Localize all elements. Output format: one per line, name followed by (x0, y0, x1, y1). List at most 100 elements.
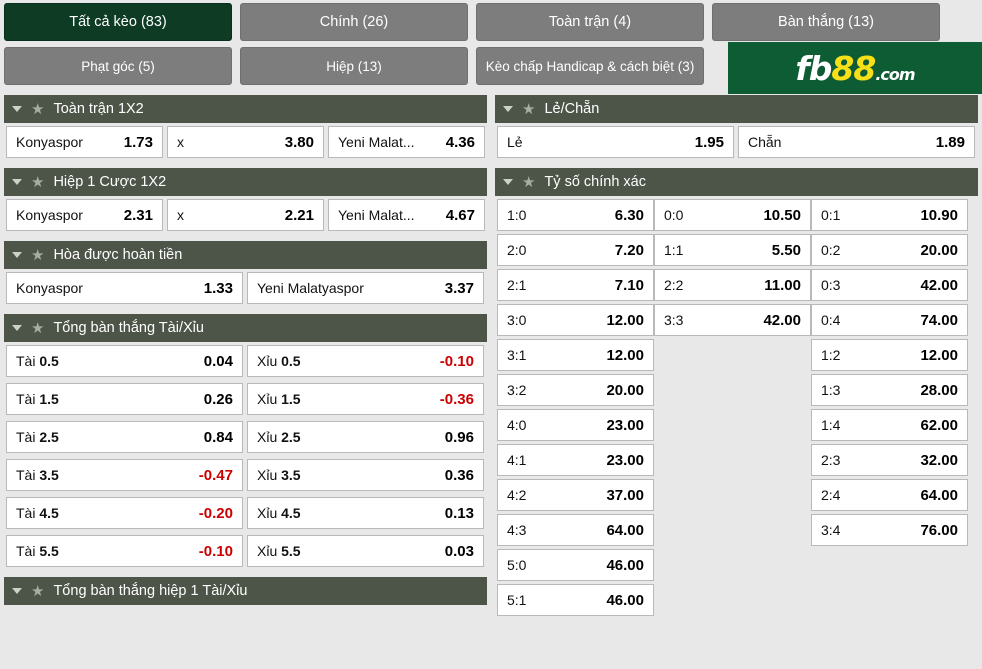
odd-cell[interactable]: Xỉu 0.5 -0.10 (247, 345, 484, 377)
chevron-down-icon[interactable] (12, 252, 22, 258)
odd-value: 64.00 (606, 521, 644, 539)
chevron-down-icon[interactable] (12, 106, 22, 112)
odd-cell[interactable]: Xỉu 1.5 -0.36 (247, 383, 484, 415)
section-header-left-3[interactable]: ★ Tổng bàn thắng Tài/Xỉu (4, 314, 487, 342)
odd-cell[interactable]: 2:4 64.00 (811, 479, 968, 511)
odd-cell[interactable]: Konyaspor 2.31 (6, 199, 163, 231)
odd-value: 23.00 (606, 416, 644, 434)
odd-cell[interactable]: Tài 5.5 -0.10 (6, 535, 243, 567)
odd-cell[interactable]: 1:4 62.00 (811, 409, 968, 441)
odd-value: 0.04 (203, 352, 233, 370)
odd-value: 46.00 (606, 556, 644, 574)
odds-row: Tài 2.5 0.84 Xỉu 2.5 0.96 (4, 418, 487, 456)
odd-label: Tài 1.5 (16, 391, 59, 407)
section-title: Toàn trận 1X2 (53, 101, 144, 117)
odd-cell[interactable]: 3:3 42.00 (654, 304, 811, 336)
odd-cell[interactable]: Xỉu 3.5 0.36 (247, 459, 484, 491)
logo-88-text: 88 (831, 48, 876, 88)
odd-cell[interactable]: 0:4 74.00 (811, 304, 968, 336)
left-column: ★ Toàn trận 1X2 Konyaspor 1.73 x 3.80 Yeni Mal… (0, 88, 491, 619)
fb88-logo[interactable]: fb88.com (728, 42, 982, 94)
tab-3[interactable]: Toàn trận (4) (476, 3, 704, 41)
odd-cell[interactable]: Tài 3.5 -0.47 (6, 459, 243, 491)
star-icon[interactable]: ★ (31, 319, 45, 337)
odd-cell[interactable]: 2:1 7.10 (497, 269, 654, 301)
star-icon[interactable]: ★ (31, 582, 45, 600)
tab-4[interactable]: Bàn thắng (13) (712, 3, 940, 41)
odd-cell[interactable]: 4:1 23.00 (497, 444, 654, 476)
odd-cell[interactable]: 2:3 32.00 (811, 444, 968, 476)
odd-cell[interactable]: 4:3 64.00 (497, 514, 654, 546)
section-header-correct-score[interactable]: ★ Tỷ số chính xác (495, 168, 978, 196)
chevron-down-icon[interactable] (12, 588, 22, 594)
star-icon[interactable]: ★ (31, 246, 45, 264)
odd-cell[interactable]: x 2.21 (167, 199, 324, 231)
odd-cell[interactable]: Yeni Malat... 4.67 (328, 199, 485, 231)
tab-2[interactable]: Hiệp (13) (240, 47, 468, 85)
odd-cell[interactable]: 1:0 6.30 (497, 199, 654, 231)
odd-cell[interactable]: Tài 2.5 0.84 (6, 421, 243, 453)
odd-cell[interactable]: Xỉu 2.5 0.96 (247, 421, 484, 453)
section-header-left-1[interactable]: ★ Hiệp 1 Cược 1X2 (4, 168, 487, 196)
chevron-down-icon[interactable] (12, 179, 22, 185)
chevron-down-icon[interactable] (12, 325, 22, 331)
odd-cell[interactable]: 3:0 12.00 (497, 304, 654, 336)
odd-cell[interactable]: Yeni Malat... 4.36 (328, 126, 485, 158)
odd-value: 0.13 (444, 504, 474, 522)
odd-cell[interactable]: Xỉu 4.5 0.13 (247, 497, 484, 529)
odd-cell[interactable]: 2:0 7.20 (497, 234, 654, 266)
odd-cell[interactable]: 0:1 10.90 (811, 199, 968, 231)
odd-label: 0:0 (664, 207, 684, 223)
odd-cell[interactable]: 0:3 42.00 (811, 269, 968, 301)
odd-label: 2:0 (507, 242, 527, 258)
odd-value: 0.96 (444, 428, 474, 446)
odd-cell[interactable]: Konyaspor 1.73 (6, 126, 163, 158)
odd-cell[interactable]: Chẵn 1.89 (738, 126, 975, 158)
star-icon[interactable]: ★ (522, 100, 536, 118)
odd-cell[interactable]: 0:2 20.00 (811, 234, 968, 266)
odd-label: Tài 3.5 (16, 467, 59, 483)
odd-cell[interactable]: x 3.80 (167, 126, 324, 158)
odd-cell[interactable]: Tài 4.5 -0.20 (6, 497, 243, 529)
odd-cell[interactable]: Tài 1.5 0.26 (6, 383, 243, 415)
odd-cell[interactable]: Yeni Malatyaspor 3.37 (247, 272, 484, 304)
odd-cell[interactable]: Konyaspor 1.33 (6, 272, 243, 304)
odd-cell[interactable]: Tài 0.5 0.04 (6, 345, 243, 377)
tab-2[interactable]: Chính (26) (240, 3, 468, 41)
odd-cell[interactable]: 3:4 76.00 (811, 514, 968, 546)
odd-cell[interactable]: 1:1 5.50 (654, 234, 811, 266)
odd-cell[interactable]: 3:1 12.00 (497, 339, 654, 371)
odd-cell[interactable]: 5:1 46.00 (497, 584, 654, 616)
odd-cell[interactable]: 2:2 11.00 (654, 269, 811, 301)
tab-1[interactable]: Tất cả kèo (83) (4, 3, 232, 41)
odd-cell[interactable]: 3:2 20.00 (497, 374, 654, 406)
star-icon[interactable]: ★ (31, 173, 45, 191)
odd-cell[interactable]: 1:2 12.00 (811, 339, 968, 371)
odd-cell[interactable]: Lẻ 1.95 (497, 126, 734, 158)
score-column-home: 1:0 6.30 2:0 7.20 2:1 7.10 3:0 12.00 3:1 12.00 3:2… (495, 196, 654, 619)
odd-value: 7.10 (614, 276, 644, 294)
odd-label: Yeni Malat... (338, 207, 415, 223)
star-icon[interactable]: ★ (522, 173, 536, 191)
section-header-left-4[interactable]: ★ Tổng bàn thắng hiệp 1 Tài/Xỉu (4, 577, 487, 605)
section-header-oddeven[interactable]: ★ Lẻ/Chẵn (495, 95, 978, 123)
tab-3[interactable]: Kèo chấp Handicap & cách biệt (3) (476, 47, 704, 85)
odd-cell[interactable]: 0:0 10.50 (654, 199, 811, 231)
odd-label: 4:3 (507, 522, 527, 538)
chevron-down-icon[interactable] (503, 106, 513, 112)
odd-cell[interactable]: Xỉu 5.5 0.03 (247, 535, 484, 567)
odd-cell[interactable]: 4:2 37.00 (497, 479, 654, 511)
odd-cell[interactable]: 5:0 46.00 (497, 549, 654, 581)
odd-cell[interactable]: 4:0 23.00 (497, 409, 654, 441)
odd-label: Konyaspor (16, 134, 83, 150)
chevron-down-icon[interactable] (503, 179, 513, 185)
odd-label: Xỉu 4.5 (257, 505, 301, 521)
score-column-draw: 0:0 10.50 1:1 5.50 2:2 11.00 3:3 42.00 (652, 196, 811, 619)
tab-1[interactable]: Phạt góc (5) (4, 47, 232, 85)
section-header-left-0[interactable]: ★ Toàn trận 1X2 (4, 95, 487, 123)
star-icon[interactable]: ★ (31, 100, 45, 118)
section-title: Lẻ/Chẵn (544, 101, 600, 117)
odd-cell[interactable]: 1:3 28.00 (811, 374, 968, 406)
odd-value: 10.90 (920, 206, 958, 224)
section-header-left-2[interactable]: ★ Hòa được hoàn tiền (4, 241, 487, 269)
